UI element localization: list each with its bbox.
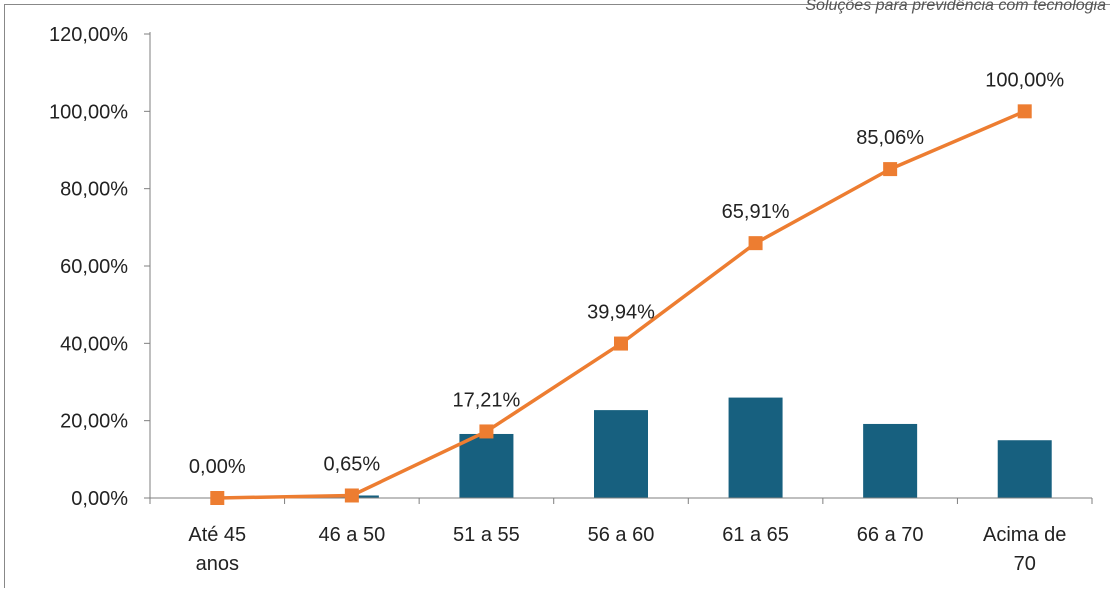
line-marker-1 (344, 488, 359, 503)
line-marker-3 (614, 336, 628, 351)
chart-frame: Soluções para previdência com tecnologia (4, 0, 1110, 588)
watermark-text: Soluções para previdência com tecnologia (805, 0, 1106, 14)
bar-6 (997, 440, 1052, 498)
data-label-2: 17,21% (453, 389, 521, 411)
data-label-6: 100,00% (985, 69, 1064, 91)
data-label-1: 0,65% (323, 453, 380, 475)
bar-3 (594, 410, 648, 498)
line-marker-0 (210, 491, 225, 505)
data-label-5: 85,06% (856, 127, 924, 149)
x-tick-label-5: 66 a 70 (857, 524, 924, 546)
line-marker-6 (1017, 104, 1032, 119)
chart-axes: 0,00% 20,00% 40,00% 60,00% 80,00% 100,00% 120,… (49, 24, 1093, 575)
y-tick-label-5: 100,00% (49, 101, 128, 123)
data-label-4: 65,91% (722, 201, 790, 223)
line-marker-2 (479, 424, 494, 439)
bar-4 (728, 397, 783, 498)
y-tick-label-6: 120,00% (49, 24, 128, 46)
y-tick-label-3: 60,00% (60, 256, 128, 278)
line-series (210, 104, 1032, 505)
data-label-3: 39,94% (587, 302, 655, 324)
x-tick-label-6: Acima de 70 (983, 524, 1066, 575)
line-marker-5 (883, 162, 898, 177)
data-labels: 0,00% 0,65% 17,21% 39,94% 65,91% 85,06% 100,00… (189, 69, 1064, 478)
bar-5 (863, 423, 918, 498)
x-tick-label-1: 46 a 50 (318, 524, 385, 546)
x-tick-label-2: 51 a 55 (453, 524, 520, 546)
y-tick-label-1: 20,00% (60, 411, 128, 433)
x-tick-label-3: 56 a 60 (588, 524, 655, 546)
line-marker-4 (748, 236, 763, 251)
y-tick-label-4: 80,00% (60, 179, 128, 201)
bar-2 (459, 433, 514, 498)
bar-series (324, 397, 1052, 498)
y-tick-label-2: 40,00% (60, 333, 128, 355)
y-tick-label-0: 0,00% (71, 488, 128, 510)
x-tick-label-4: 61 a 65 (722, 524, 789, 546)
x-tick-label-0: Até 45 anos (188, 524, 246, 575)
data-label-0: 0,00% (189, 456, 246, 478)
